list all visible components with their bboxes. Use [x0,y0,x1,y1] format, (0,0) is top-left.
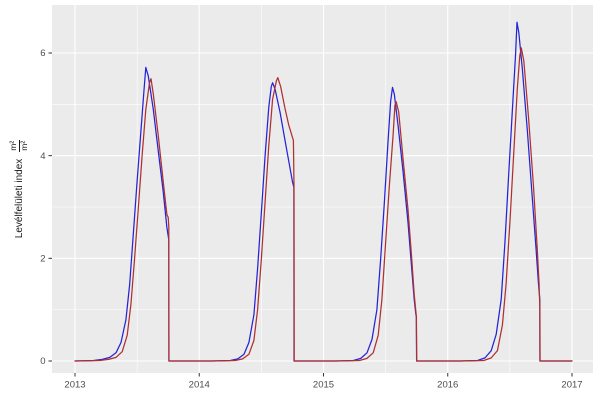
y-tick-label: 2 [40,254,45,265]
panel-background [52,5,593,373]
y-axis-title: Levélfelületi index m² m² [6,79,32,299]
x-tick-label: 2013 [64,380,85,391]
y-axis-unit-fraction: m² m² [7,139,30,152]
y-axis-title-text: Levélfelületi index [13,158,25,239]
y-axis-unit-numerator: m² [7,139,20,152]
y-axis-unit-denominator: m² [18,140,29,151]
y-tick-label: 4 [40,151,45,162]
y-tick-label: 6 [40,48,45,59]
x-tick-label: 2017 [561,380,582,391]
series-red-line [74,47,573,362]
x-tick-label: 2015 [313,380,334,391]
x-tick-label: 2016 [437,380,458,391]
y-tick-label: 0 [40,356,45,367]
x-tick-label: 2014 [189,380,210,391]
